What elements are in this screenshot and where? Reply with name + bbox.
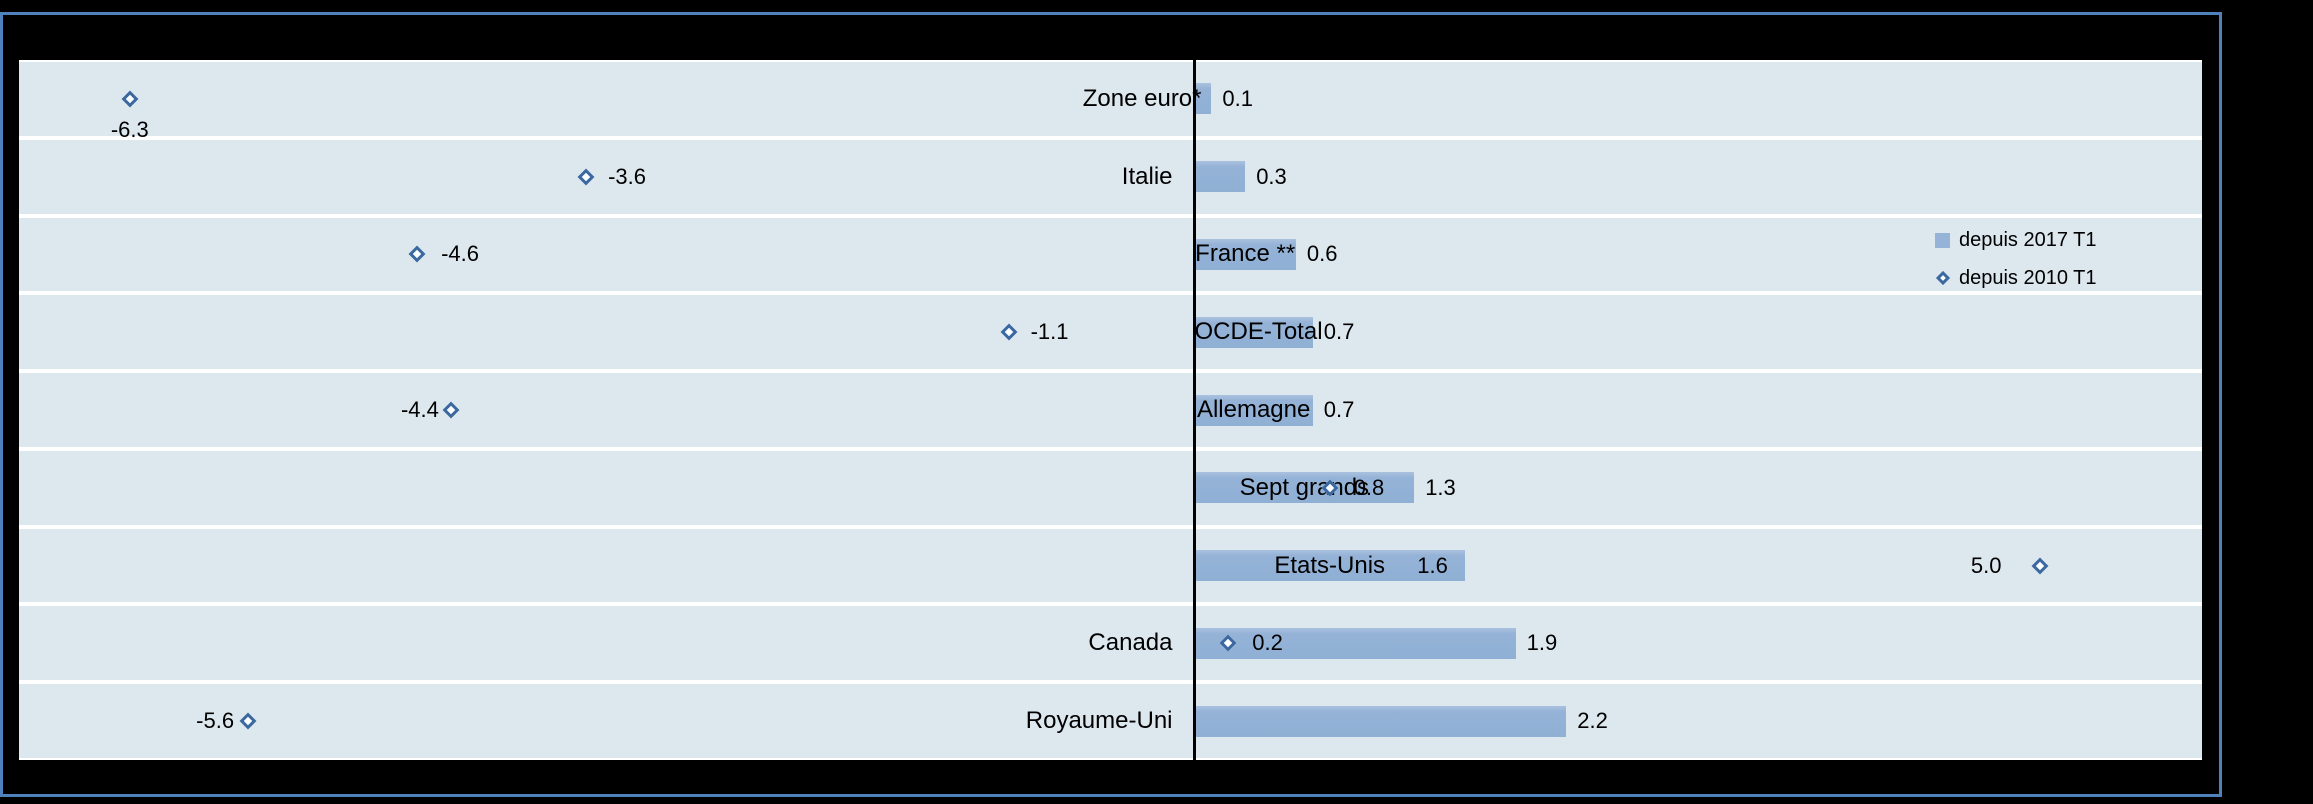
bar-depuis-2017 bbox=[1194, 238, 1296, 270]
bar-value-label: 0.3 bbox=[1256, 163, 1287, 189]
chart-row-band bbox=[19, 606, 2202, 681]
diamond-value-label: -1.1 bbox=[1030, 319, 1069, 345]
chart-row-band bbox=[19, 217, 2202, 292]
legend-label: depuis 2017 T1 bbox=[1959, 228, 2097, 251]
bar-value-label: 1.3 bbox=[1425, 474, 1456, 500]
diamond-value-label: -3.6 bbox=[608, 163, 647, 189]
bar-depuis-2017 bbox=[1194, 316, 1313, 348]
chart-row-band bbox=[19, 295, 2202, 370]
legend-bar-series-icon bbox=[1934, 231, 1952, 249]
bar-value-label: 0.1 bbox=[1222, 85, 1253, 111]
chart-row-band bbox=[19, 528, 2202, 603]
category-label: Sept grands bbox=[1239, 473, 1370, 501]
legend-entry: depuis 2017 T1 bbox=[1934, 221, 2097, 259]
legend-entry: depuis 2010 T1 bbox=[1934, 259, 2097, 297]
bar-value-label: 1.6 bbox=[1417, 552, 1448, 578]
category-label: OCDE-Total bbox=[1194, 318, 1323, 346]
diamond-value-label: -6.3 bbox=[110, 116, 149, 142]
diamond-value-label: -4.4 bbox=[400, 397, 439, 422]
diamond-marker-icon bbox=[1935, 270, 1951, 286]
bar-depuis-2017 bbox=[1194, 627, 1516, 659]
bar-value-label: 1.9 bbox=[1526, 630, 1558, 656]
chart-row-band bbox=[19, 450, 2202, 525]
category-label: Allemagne bbox=[1196, 396, 1311, 423]
zero-axis-line bbox=[1193, 60, 1196, 760]
diamond-value-label: 0.8 bbox=[1353, 474, 1385, 500]
diamond-value-label: 5.0 bbox=[1970, 552, 2002, 578]
category-label: Royaume-Uni bbox=[1025, 707, 1173, 735]
diamond-value-label: -4.6 bbox=[441, 241, 480, 267]
category-label: Canada bbox=[1088, 629, 1173, 657]
bar-depuis-2017 bbox=[1194, 161, 1246, 193]
bar-value-label: 0.7 bbox=[1323, 397, 1355, 422]
chart-frame-border bbox=[0, 12, 2222, 797]
diamond-value-label: 0.2 bbox=[1252, 630, 1283, 656]
chart-row-band bbox=[19, 139, 2202, 214]
legend-diamond-series-icon bbox=[1934, 269, 1952, 287]
chart-row-band bbox=[19, 373, 2202, 447]
legend-label: depuis 2010 T1 bbox=[1959, 266, 2097, 289]
plot-area: Zone euro* 0.1 -6.3 Italie 0.3 -3.6 France ** 0… bbox=[19, 60, 2202, 760]
category-label: Italie bbox=[1121, 162, 1173, 190]
square-swatch-icon bbox=[1935, 233, 1950, 248]
category-label: Etats-Unis bbox=[1274, 551, 1386, 579]
bar-value-label: 2.2 bbox=[1577, 708, 1608, 734]
bar-depuis-2017 bbox=[1194, 472, 1415, 504]
category-label: Zone euro* bbox=[1082, 84, 1202, 112]
bar-value-label: 0.7 bbox=[1323, 319, 1355, 345]
bar-depuis-2017 bbox=[1194, 83, 1212, 115]
bar-depuis-2017 bbox=[1194, 550, 1465, 582]
diamond-value-label: -5.6 bbox=[196, 708, 235, 734]
category-label: France ** bbox=[1195, 240, 1296, 268]
legend: depuis 2017 T1 depuis 2010 T1 bbox=[1934, 221, 2097, 297]
bar-depuis-2017 bbox=[1194, 705, 1567, 737]
bar-depuis-2017 bbox=[1194, 394, 1313, 426]
chart-row-band bbox=[19, 684, 2202, 758]
bar-value-label: 0.6 bbox=[1306, 241, 1338, 267]
chart-row-band bbox=[19, 62, 2202, 136]
